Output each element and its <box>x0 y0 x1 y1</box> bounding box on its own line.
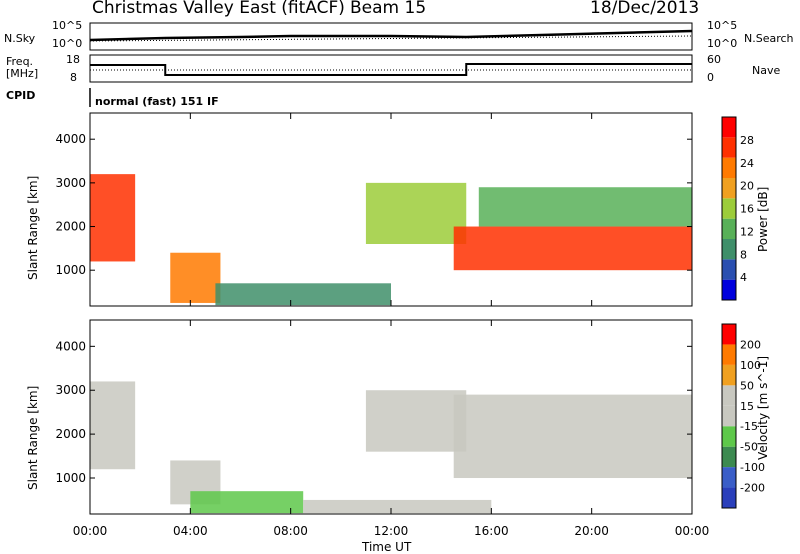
colorbar-swatch-1-5 <box>722 385 736 406</box>
scatter-region-1-4 <box>365 390 467 452</box>
freq-label: Freq. <box>6 55 34 68</box>
colorbar-swatch-0-4 <box>722 198 736 219</box>
y-tick-label-1-3: 4000 <box>55 339 86 353</box>
colorbar-tick-0-4: 12 <box>740 225 754 238</box>
cpid-label: CPID <box>6 89 36 102</box>
nsearch-label: N.Search <box>744 32 794 45</box>
nsky-tick-low: 10^0 <box>52 37 83 50</box>
colorbar-tick-0-6: 4 <box>740 271 747 284</box>
beam-title: Beam 15 <box>350 0 427 18</box>
nsearch-tick-low: 10^0 <box>707 37 738 50</box>
freq-tick-high: 18 <box>66 53 80 66</box>
colorbar-tick-1-6: -100 <box>740 461 765 474</box>
date-title: 18/Dec/2013 <box>590 0 700 18</box>
x-tick-label-1: 04:00 <box>173 524 208 538</box>
colorbar-swatch-0-0 <box>722 279 736 300</box>
scatter-region-0-0 <box>90 174 136 262</box>
colorbar-swatch-0-7 <box>722 137 736 158</box>
x-tick-label-3: 12:00 <box>374 524 409 538</box>
y-tick-label-0-0: 1000 <box>55 263 86 277</box>
scatter-region-1-0 <box>90 381 136 470</box>
x-tick-label-0: 00:00 <box>73 524 108 538</box>
scatter-region-1-3 <box>303 499 492 514</box>
scatter-region-1-5 <box>453 394 692 479</box>
noise-search-line <box>89 35 693 42</box>
colorbar-swatch-1-1 <box>722 467 736 488</box>
y-tick-label-1-0: 1000 <box>55 471 86 485</box>
x-tick-label-4: 16:00 <box>474 524 509 538</box>
scatter-region-0-5 <box>478 187 692 227</box>
noise-panel-frame <box>89 22 693 51</box>
scatter-region-0-4 <box>453 226 692 271</box>
colorbar-tick-0-2: 20 <box>740 180 754 193</box>
colorbar-tick-1-0: 200 <box>740 338 761 351</box>
scatter-region-0-1 <box>170 252 221 303</box>
y-tick-label-1-1: 2000 <box>55 427 86 441</box>
nave-label: Nave <box>752 64 781 77</box>
nsearch-tick-high: 10^5 <box>707 19 738 32</box>
colorbar-tick-0-1: 24 <box>740 157 754 170</box>
cpid-mode: normal (fast) 151 IF <box>95 95 219 108</box>
nave-tick-low: 0 <box>707 71 714 84</box>
freq-line <box>90 63 692 76</box>
scatter-region-0-2 <box>215 283 391 306</box>
colorbar-tick-0-5: 8 <box>740 248 747 261</box>
colorbar-swatch-1-6 <box>722 364 736 386</box>
scatter-region-1-2 <box>190 491 304 514</box>
colorbar-swatch-0-6 <box>722 157 736 178</box>
freq-tick-low: 8 <box>70 71 77 84</box>
y-tick-label-0-1: 2000 <box>55 220 86 234</box>
colorbar-swatch-1-0 <box>722 487 736 508</box>
colorbar-tick-1-5: -50 <box>740 441 758 454</box>
y-tick-label-0-2: 3000 <box>55 176 86 190</box>
colorbar-frame-0 <box>721 116 737 301</box>
x-axis-label: Time UT <box>362 540 412 554</box>
nsky-tick-high: 10^5 <box>52 19 83 32</box>
colorbar-tick-1-7: -200 <box>740 482 765 495</box>
nave-tick-high: 60 <box>707 53 721 66</box>
colorbar-swatch-0-1 <box>722 259 736 280</box>
colorbar-tick-1-3: 15 <box>740 400 754 413</box>
colorbar-swatch-1-7 <box>722 344 736 365</box>
noise-sky-line <box>89 29 693 42</box>
x-tick-label-5: 20:00 <box>574 524 609 538</box>
colorbar-swatch-0-3 <box>722 218 736 239</box>
colorbar-tick-0-0: 28 <box>740 134 754 147</box>
colorbar-tick-1-2: 50 <box>740 379 754 392</box>
colorbar-swatch-1-3 <box>722 426 736 447</box>
colorbar-swatch-1-8 <box>722 324 736 345</box>
nsky-label: N.Sky <box>4 32 36 45</box>
colorbar-tick-1-4: -15 <box>740 420 758 433</box>
colorbar-swatch-1-4 <box>722 405 736 427</box>
freq-panel-frame <box>89 54 693 83</box>
colorbar-frame-1 <box>721 323 737 509</box>
x-tick-label-2: 08:00 <box>273 524 308 538</box>
station-title: Christmas Valley East (fitACF) <box>92 0 345 18</box>
colorbar-swatch-1-2 <box>722 446 736 468</box>
colorbar-tick-0-3: 16 <box>740 203 754 216</box>
freq-unit-label: [MHz] <box>6 67 39 80</box>
colorbar-swatch-0-8 <box>722 117 736 138</box>
x-tick-label-6: 00:00 <box>675 524 710 538</box>
y-tick-label-1-2: 3000 <box>55 383 86 397</box>
y-tick-label-0-3: 4000 <box>55 132 86 146</box>
colorbar-tick-1-1: 100 <box>740 359 761 372</box>
colorbar-swatch-0-5 <box>722 178 736 199</box>
scatter-region-0-3 <box>365 182 467 244</box>
colorbar-swatch-0-2 <box>722 239 736 260</box>
